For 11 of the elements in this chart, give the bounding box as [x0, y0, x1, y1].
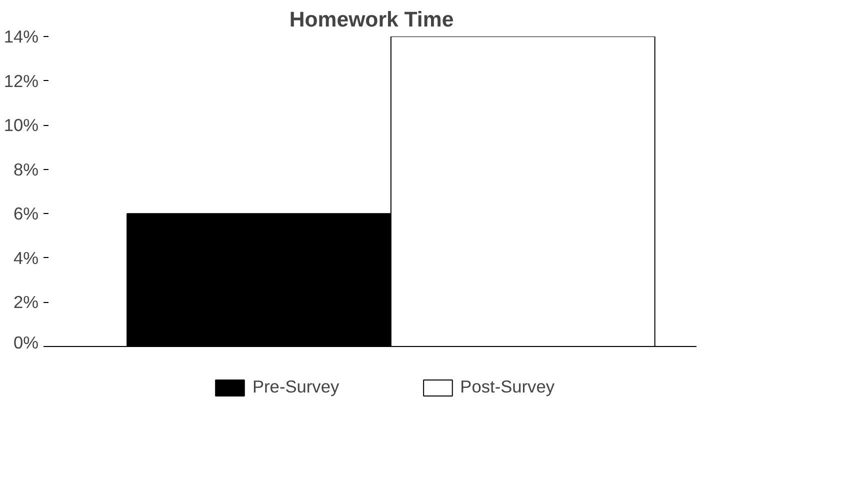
y-tick-label: 12% [4, 70, 39, 91]
y-tick-label: 8% [13, 159, 38, 180]
legend-label: Pre-Survey [252, 376, 340, 398]
y-tick-label: 0% [13, 332, 38, 352]
y-tick-label: 10% [4, 115, 39, 136]
chart-title: Homework Time [289, 8, 454, 32]
y-tick-label: 2% [13, 292, 38, 312]
y-tick-label: 4% [13, 248, 38, 268]
legend-label: Post-Survey [460, 376, 555, 398]
y-tick-label: 14% [4, 26, 39, 46]
y-tick-label: 6% [13, 204, 38, 224]
